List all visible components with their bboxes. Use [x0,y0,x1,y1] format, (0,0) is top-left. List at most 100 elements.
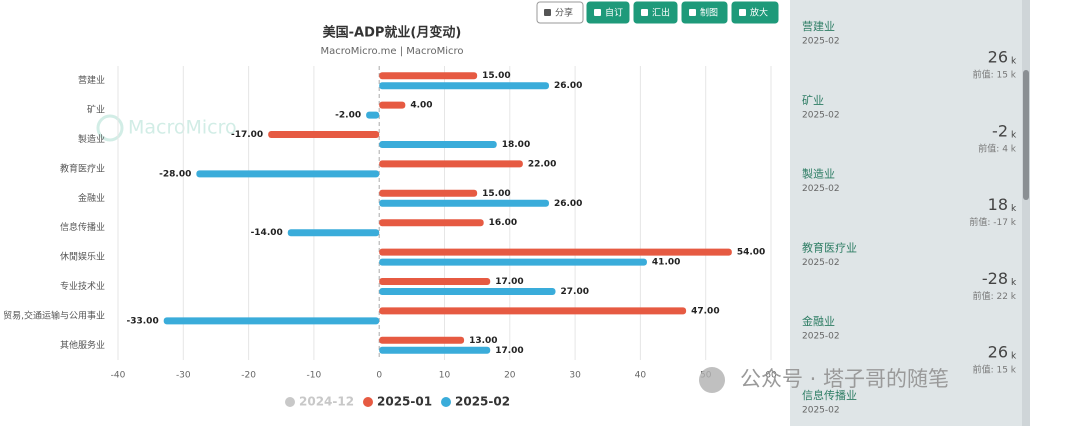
value-label: 22.00 [528,159,556,169]
value-label: 17.00 [495,346,523,356]
bar [379,248,732,256]
value-label: 41.00 [652,258,680,268]
bar [379,307,687,315]
value-label: 4.00 [410,101,432,111]
chart-subtitle: MacroMicro.me | MacroMicro [321,46,464,57]
item-name[interactable]: 信息传播业 [802,388,857,402]
value-label: -2.00 [335,111,361,121]
x-tick-label: 10 [439,371,451,381]
item-previous: 前值: -17 k [969,216,1016,228]
plot: -40-30-20-100102030405060营建业矿业製造业教育医疗业金融… [3,66,777,409]
value-label: 54.00 [737,248,765,258]
legend-marker[interactable] [441,397,451,407]
button-icon [544,9,551,16]
x-tick-label: 0 [376,371,382,381]
bar [379,101,406,109]
watermark: 公众号 · 塔子哥的随笔 [740,367,949,391]
toolbar: 分享 自订 汇出 制图 放大 [536,1,779,24]
item-unit: k [1011,130,1017,140]
toolbar-button[interactable] [633,1,678,24]
y-tick-label: 金融业 [78,192,105,204]
value-label: 13.00 [469,336,497,346]
button-label[interactable]: 放大 [750,7,768,19]
y-tick-label: 製造业 [78,133,105,145]
y-tick-label: 矿业 [87,104,105,116]
bar [379,82,549,90]
bar [379,199,549,207]
item-date: 2025-02 [802,406,840,416]
x-tick-label: 60 [765,371,777,381]
button-label[interactable]: 制图 [700,7,718,19]
legend-marker[interactable] [363,397,373,407]
x-tick-label: 20 [504,371,516,381]
button-icon [689,9,696,16]
bar [379,278,491,285]
item-name[interactable]: 矿业 [802,94,824,107]
bar [379,72,478,80]
y-tick-label: 信息传播业 [60,221,105,233]
value-label: -28.00 [159,169,191,179]
y-tick-label: 营建业 [78,74,105,86]
button-icon [594,9,601,16]
chart-title: 美国-ADP就业(月变动) [323,25,462,41]
scrollbar-thumb[interactable] [1023,70,1029,200]
bar [287,229,380,237]
bar [379,336,465,344]
item-name[interactable]: 製造业 [802,167,835,181]
bar [379,160,523,168]
item-unit: k [1011,352,1017,362]
value-label: -33.00 [127,316,159,326]
button-label[interactable]: 汇出 [652,7,670,19]
bar [196,170,380,178]
bar [379,258,647,266]
legend-label[interactable]: 2025-02 [455,395,510,409]
value-label: 26.00 [554,81,582,91]
item-date: 2025-02 [802,258,840,268]
legend-marker[interactable] [285,397,295,407]
bar [379,189,478,197]
button-label[interactable]: 分享 [555,7,573,19]
item-date: 2025-02 [802,184,840,194]
value-label: 15.00 [482,189,510,199]
value-label: 18.00 [502,140,530,150]
item-name[interactable]: 教育医疗业 [802,240,857,254]
toolbar-button[interactable] [731,1,779,24]
toolbar-button[interactable] [536,1,584,24]
button-label[interactable]: 自订 [605,7,623,19]
wechat-icon [699,367,725,393]
item-name[interactable]: 金融业 [802,314,835,328]
item-value: 26 [988,343,1008,362]
bar [163,317,380,325]
value-label: 15.00 [482,71,510,81]
x-tick-label: 30 [569,371,581,381]
value-label: 26.00 [554,199,582,209]
legend-label[interactable]: 2024-12 [299,395,354,409]
item-name[interactable]: 营建业 [802,19,835,33]
value-label: 27.00 [561,287,589,297]
toolbar-button[interactable] [681,1,728,24]
value-label: 17.00 [495,277,523,287]
button-icon [641,9,648,16]
item-value: 26 [988,48,1008,67]
item-unit: k [1011,278,1017,288]
x-tick-label: -20 [241,371,256,381]
y-tick-label: 专业技术业 [60,280,105,292]
y-tick-label: 贸易,交通运输与公用事业 [3,309,105,321]
scrollbar-track [1022,0,1030,426]
bar [268,131,380,138]
toolbar-button[interactable] [586,1,630,24]
item-unit: k [1011,204,1017,214]
value-label: -14.00 [251,228,283,238]
item-previous: 前值: 22 k [973,290,1017,302]
legend-label[interactable]: 2025-01 [377,395,432,409]
button-icon [739,9,746,16]
item-date: 2025-02 [802,110,840,120]
y-tick-label: 教育医疗业 [60,162,105,174]
x-tick-label: -40 [111,371,126,381]
bar [379,141,497,148]
item-value: 18 [988,195,1008,214]
y-tick-label: 休閒娱乐业 [60,251,105,263]
item-previous: 前值: 4 k [978,142,1016,154]
